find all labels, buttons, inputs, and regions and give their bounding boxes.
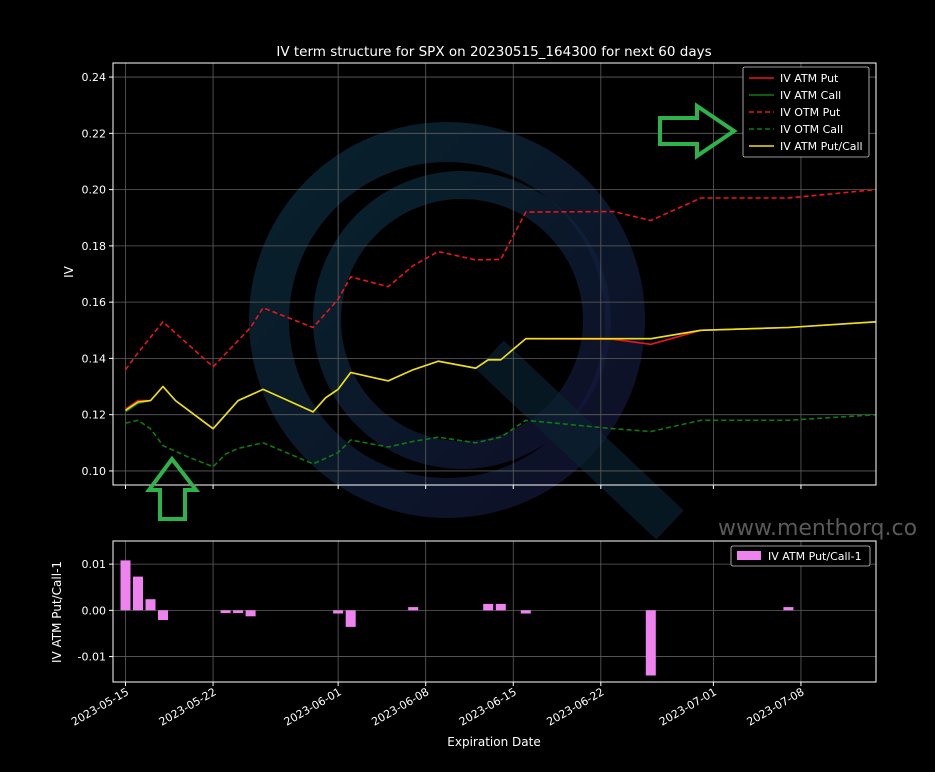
y-tick-label: 0.01	[82, 558, 107, 571]
legend-label: IV OTM Call	[780, 123, 843, 136]
bar	[645, 610, 656, 676]
legend-label: IV ATM Put/Call-1	[768, 550, 862, 563]
legend-label: IV OTM Put	[780, 106, 841, 119]
iv-term-structure-plot: IV term structure for SPX on 20230515_16…	[62, 44, 877, 489]
top-y-axis-label: IV	[62, 265, 76, 278]
watermark-text: www.menthorq.co	[718, 516, 917, 541]
legend-swatch	[737, 551, 761, 560]
bottom-bars	[120, 560, 794, 676]
bar	[145, 599, 156, 611]
bar	[408, 607, 419, 611]
y-tick-label: 0.16	[82, 296, 107, 309]
x-tick-label: 2023-07-08	[745, 685, 807, 728]
legend-label: IV ATM Call	[780, 89, 841, 102]
bar	[333, 610, 344, 614]
y-tick-label: 0.18	[82, 240, 107, 253]
legend-box	[742, 66, 870, 158]
watermark-logo	[249, 122, 684, 540]
y-tick-label: 0.24	[82, 71, 107, 84]
x-axis-ticks: 2023-05-15 2023-05-22 2023-06-01 2023-06-08…	[69, 682, 806, 729]
bar	[245, 610, 256, 617]
x-tick-label: 2023-05-22	[157, 685, 219, 728]
y-tick-label: -0.01	[78, 651, 106, 664]
chart-title: IV term structure for SPX on 20230515_16…	[276, 44, 711, 60]
bar	[233, 610, 244, 614]
x-tick-label: 2023-06-08	[369, 685, 431, 728]
bar	[158, 610, 168, 620]
x-tick-label: 2023-06-01	[282, 685, 344, 728]
bar	[120, 560, 131, 611]
bottom-legend: IV ATM Put/Call-1	[730, 545, 871, 567]
bar	[520, 610, 531, 614]
y-tick-label: 0.20	[82, 184, 107, 197]
x-tick-label: 2023-07-01	[657, 685, 719, 728]
put-call-ratio-plot: -0.01 0.00 0.01 IV ATM Put/Call-1 2023-05-…	[50, 540, 877, 749]
bar	[345, 610, 356, 627]
top-grid	[113, 63, 876, 489]
top-legend: IV ATM Put IV ATM Call IV OTM Put IV OTM Ca…	[742, 66, 870, 158]
legend-box	[730, 545, 871, 567]
arrow-up-icon	[145, 455, 201, 521]
series-line-iv-atm-put-call	[125, 321, 877, 430]
bottom-y-ticks: -0.01 0.00 0.01	[78, 558, 113, 664]
bar	[495, 603, 506, 611]
x-tick-label: 2023-05-15	[69, 685, 131, 728]
series-line-iv-otm-put	[124, 188, 877, 371]
legend-label: IV ATM Put/Call	[780, 140, 863, 153]
x-tick-label: 2023-06-22	[544, 685, 606, 728]
y-tick-label: 0.22	[82, 127, 107, 140]
series-line-iv-otm-call	[125, 413, 877, 468]
top-series-lines	[124, 188, 877, 468]
bar	[220, 610, 231, 614]
y-tick-label: 0.14	[82, 352, 107, 365]
y-tick-label: 0.10	[82, 465, 107, 478]
top-plot-frame	[112, 62, 877, 486]
top-y-ticks: 0.10 0.12 0.14 0.16 0.18 0.20 0.22 0.24	[82, 71, 113, 478]
bar	[483, 603, 494, 611]
bar	[783, 607, 794, 611]
bar	[133, 576, 143, 611]
y-tick-label: 0.12	[82, 409, 107, 422]
x-axis-label: Expiration Date	[447, 735, 540, 749]
legend-label: IV ATM Put	[780, 72, 839, 85]
bottom-y-axis-label: IV ATM Put/Call-1	[50, 561, 64, 663]
y-tick-label: 0.00	[82, 604, 107, 617]
arrow-right-icon	[658, 102, 738, 160]
bottom-plot-frame	[112, 540, 877, 683]
x-tick-label: 2023-06-15	[457, 685, 519, 728]
